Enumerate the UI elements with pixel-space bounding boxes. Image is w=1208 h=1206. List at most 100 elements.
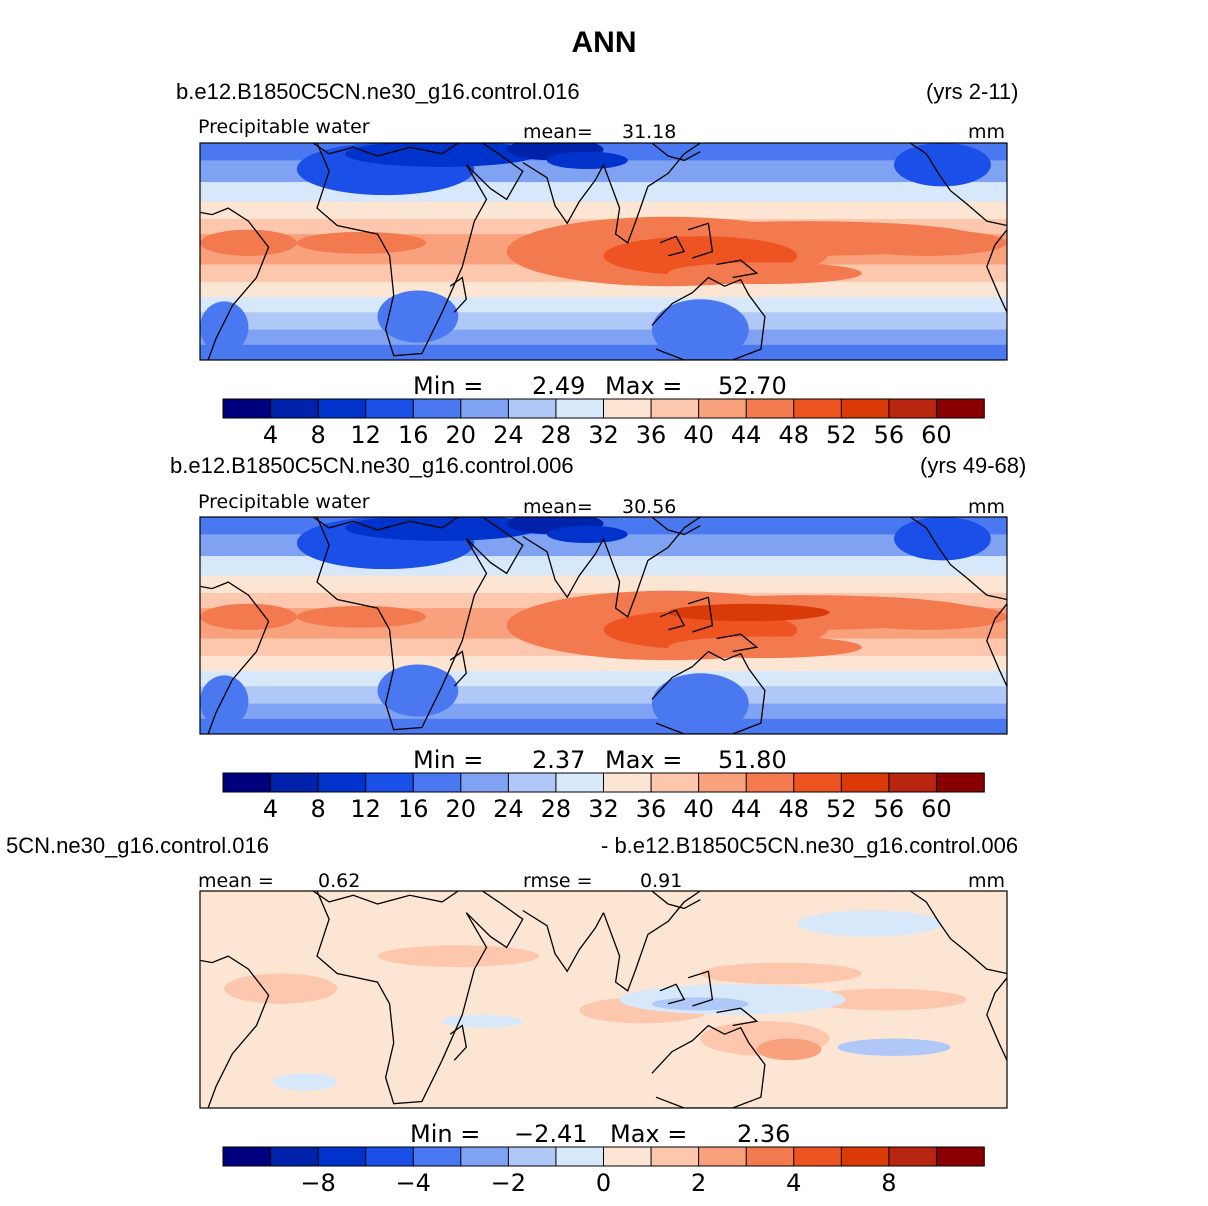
colorbar-box <box>222 1146 272 1167</box>
panel2-min-label: Min = <box>413 746 484 774</box>
colorbar-tick-label: 28 <box>541 421 572 449</box>
colorbar-box <box>745 398 795 419</box>
map-frame-2 <box>199 516 1008 735</box>
panel1-min-label: Min = <box>413 372 484 400</box>
panel1-max-label: Max = <box>605 372 683 400</box>
colorbar-box <box>412 772 462 793</box>
panel1-min-value: 2.49 <box>532 372 586 400</box>
colorbar-tick-label: −4 <box>396 1169 431 1197</box>
coastline <box>200 955 270 1108</box>
panel3-units: mm <box>968 870 1006 892</box>
colorbar-box <box>650 398 700 419</box>
colorbar-tick-label: 52 <box>826 421 857 449</box>
colorbar-box <box>555 1146 605 1167</box>
colorbar-box <box>507 398 557 419</box>
coastline <box>522 909 605 973</box>
coastline <box>688 970 714 1007</box>
coastline <box>316 143 524 357</box>
panel3-max-label: Max = <box>610 1120 688 1148</box>
coastline <box>986 229 1007 313</box>
colorbar-box <box>317 772 367 793</box>
colorbar-box <box>698 398 747 419</box>
colorbar-box <box>650 1146 700 1167</box>
coastline <box>651 276 766 360</box>
coastline <box>522 161 605 225</box>
colorbar-tick-label: 2 <box>691 1169 706 1197</box>
colorbar-box <box>603 398 652 419</box>
panel2-mean-value: 30.56 <box>622 496 677 518</box>
colorbar-box <box>365 772 415 793</box>
colorbar-box <box>745 772 795 793</box>
panel3-mean-label: mean = <box>198 870 274 892</box>
panel2-years-label: (yrs 49-68) <box>920 453 1027 478</box>
colorbar-tick-label: 4 <box>786 1169 801 1197</box>
colorbar-tick-label: 4 <box>263 795 278 823</box>
panel2-case-label: b.e12.B1850C5CN.ne30_g16.control.006 <box>170 453 574 478</box>
colorbar-box <box>222 398 272 419</box>
coastline <box>602 143 701 244</box>
panel3-right-label: - b.e12.B1850C5CN.ne30_g16.control.006 <box>601 833 1019 858</box>
colorbar-tick-label: 36 <box>636 795 667 823</box>
colorbar-box <box>888 772 938 793</box>
coastline <box>522 535 605 599</box>
colorbar-box <box>460 1146 510 1167</box>
coastline <box>312 143 459 157</box>
colorbar-box <box>935 772 985 793</box>
panel1-case-label: b.e12.B1850C5CN.ne30_g16.control.016 <box>176 79 580 104</box>
colorbar-box <box>840 1146 890 1167</box>
coastline <box>688 596 714 633</box>
colorbar-box <box>412 398 462 419</box>
coastline <box>602 891 701 992</box>
panel1-max-value: 52.70 <box>718 372 787 400</box>
colorbar-1: 4 8 12 16 20 24 28 32 36 40 44 48 52 56 60 <box>222 398 985 449</box>
colorbar-box <box>888 398 938 419</box>
coastline <box>651 517 701 536</box>
panel3-left-label: 5CN.ne30_g16.control.016 <box>6 833 269 858</box>
colorbar-box <box>603 1146 652 1167</box>
colorbar-tick-label: 28 <box>541 795 572 823</box>
coastline <box>312 517 459 531</box>
colorbar-box <box>317 1146 367 1167</box>
colorbar-box <box>507 772 557 793</box>
colorbar-box <box>793 772 843 793</box>
colorbar-tick-label: 0 <box>596 1169 611 1197</box>
colorbar-box <box>507 1146 557 1167</box>
colorbar-box <box>745 1146 795 1167</box>
colorbar-tick-label: 8 <box>881 1169 896 1197</box>
colorbar-tick-label: 60 <box>921 421 952 449</box>
coastline <box>716 259 759 279</box>
coastline <box>986 977 1007 1061</box>
panel3-mean-value: 0.62 <box>318 870 361 892</box>
panel1-variable-label: Precipitable water <box>198 116 370 138</box>
colorbar-tick-label: −8 <box>300 1169 335 1197</box>
colorbar-tick-label: 56 <box>874 795 905 823</box>
coastline <box>200 581 270 734</box>
figure-title: ANN <box>571 26 637 59</box>
colorbar-box <box>555 398 605 419</box>
coastline <box>602 517 701 618</box>
coastline <box>651 1024 766 1108</box>
coastline <box>449 276 467 313</box>
colorbar-box <box>888 1146 938 1167</box>
coastline <box>449 1024 467 1061</box>
colorbar-tick-label: 24 <box>493 421 524 449</box>
colorbar-tick-label: 12 <box>350 421 381 449</box>
colorbar-tick-label: 24 <box>493 795 524 823</box>
map-frame-3 <box>199 890 1008 1109</box>
coastline <box>316 517 524 731</box>
coastline <box>909 891 1007 975</box>
panel3-min-label: Min = <box>410 1120 481 1148</box>
colorbar-tick-label: 4 <box>263 421 278 449</box>
colorbar-tick-label: 32 <box>588 421 619 449</box>
colorbar-box <box>935 1146 985 1167</box>
colorbar-box <box>793 1146 843 1167</box>
panel1-mean-value: 31.18 <box>622 121 677 143</box>
coastline <box>659 983 686 1005</box>
colorbar-box <box>270 1146 319 1167</box>
coastline <box>651 650 766 734</box>
colorbar-tick-label: 20 <box>446 421 477 449</box>
colorbar-tick-label: 44 <box>731 795 762 823</box>
coastline <box>716 633 759 653</box>
colorbar-box <box>698 772 747 793</box>
